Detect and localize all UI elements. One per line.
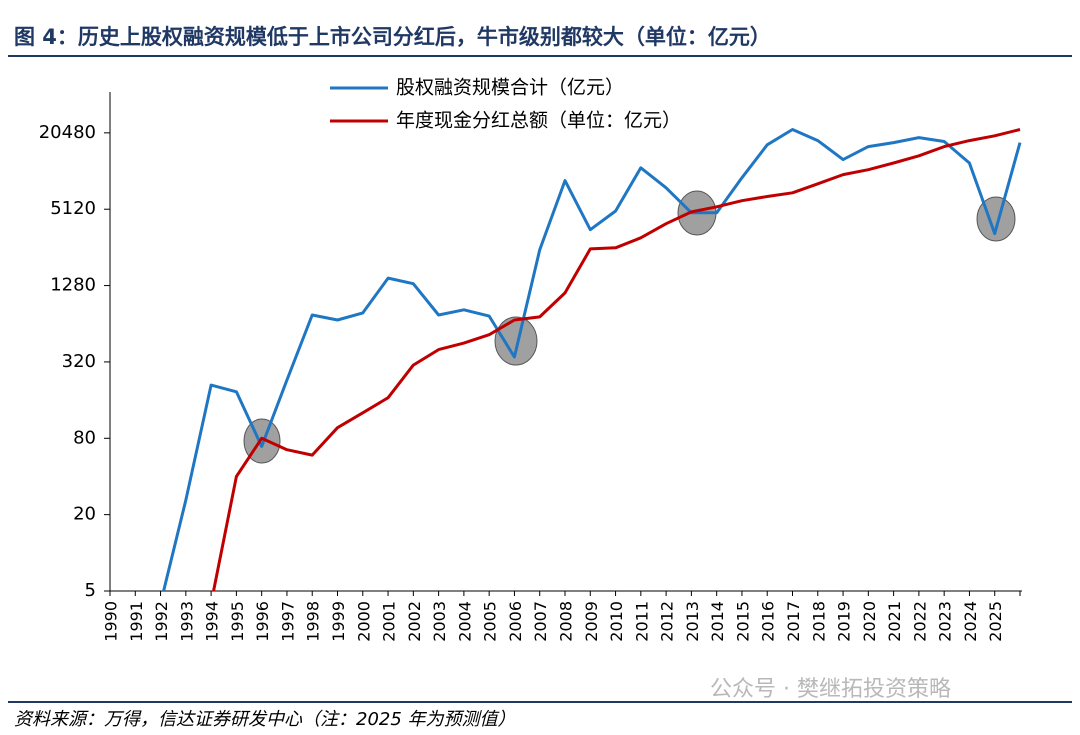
series-line — [212, 128, 1021, 591]
watermark: 公众号 · 樊继拓投资策略 — [710, 677, 951, 702]
legend-label: 股权融资规模合计（亿元） — [396, 77, 624, 99]
x-tick-label: 1995 — [228, 601, 247, 642]
y-tick-label: 320 — [62, 351, 96, 372]
x-tick-label: 2022 — [910, 601, 929, 642]
y-tick-label: 5 — [85, 580, 96, 601]
x-tick-label: 2020 — [860, 601, 879, 642]
x-tick-label: 2003 — [430, 601, 449, 642]
highlight — [494, 316, 538, 366]
y-tick-label: 20 — [73, 504, 96, 525]
x-tick-label: 2018 — [809, 601, 828, 642]
x-tick-label: 2015 — [733, 601, 752, 642]
x-tick-label: 1992 — [152, 601, 171, 642]
y-tick-label: 1280 — [50, 275, 96, 296]
x-tick-label: 1993 — [177, 601, 196, 642]
x-tick-label: 2013 — [683, 601, 702, 642]
x-tick-label: 2019 — [835, 601, 854, 642]
x-tick-label: 2025 — [986, 601, 1005, 642]
x-tick-label: 2012 — [658, 601, 677, 642]
x-tick-label: 1998 — [304, 601, 323, 642]
x-tick-label: 1997 — [278, 601, 297, 642]
x-tick-label: 2004 — [455, 601, 474, 642]
x-tick-label: 2010 — [607, 601, 626, 642]
x-tick-label: 1996 — [253, 601, 272, 642]
legend-label: 年度现金分红总额（单位：亿元） — [396, 110, 681, 132]
x-tick-label: 1999 — [329, 601, 348, 642]
x-tick-label: 2001 — [380, 601, 399, 642]
x-tick-label: 2024 — [961, 601, 980, 642]
x-tick-label: 2021 — [885, 601, 904, 642]
series-line — [162, 128, 1022, 591]
x-tick-label: 1994 — [203, 601, 222, 642]
y-tick-label: 5120 — [50, 198, 96, 219]
x-tick-label: 2009 — [582, 601, 601, 642]
x-tick-label: 2016 — [759, 601, 778, 642]
chart-title: 图 4：历史上股权融资规模低于上市公司分红后，牛市级别都较大（单位：亿元） — [14, 25, 771, 49]
x-tick-label: 2008 — [557, 601, 576, 642]
x-tick-label: 2007 — [531, 601, 550, 642]
x-tick-label: 2023 — [936, 601, 955, 642]
y-tick-label: 20480 — [39, 122, 96, 143]
plot-area — [162, 128, 1022, 591]
x-tick-label: 2006 — [506, 601, 525, 642]
x-tick-label: 2000 — [354, 601, 373, 642]
x-tick-label: 2005 — [481, 601, 500, 642]
y-tick-label: 80 — [73, 427, 96, 448]
x-tick-label: 2011 — [632, 601, 651, 642]
x-tick-label: 1991 — [127, 601, 146, 642]
x-tick-label: 2002 — [405, 601, 424, 642]
x-tick-label: 1990 — [102, 601, 121, 642]
x-tick-label: 2017 — [784, 601, 803, 642]
x-tick-label: 2014 — [708, 601, 727, 642]
source: 资料来源：万得，信达证券研发中心（注：2025 年为预测值） — [14, 709, 516, 730]
